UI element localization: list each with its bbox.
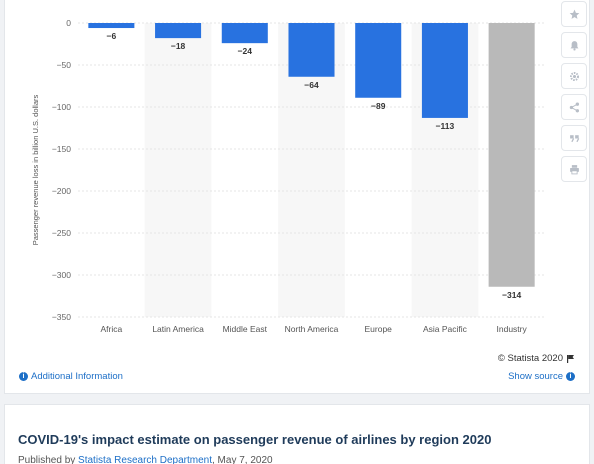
y-tick-labels: 0 −50 −100 −150 −200 −250 −300 −350 (52, 18, 71, 322)
x-tick-label: North America (285, 324, 339, 334)
bar[interactable] (488, 23, 535, 287)
info-icon: i (566, 372, 575, 381)
category-band (144, 23, 212, 317)
data-label: −113 (436, 121, 455, 131)
bar[interactable] (421, 23, 468, 118)
print-button[interactable] (561, 156, 587, 182)
author-link[interactable]: Statista Research Department (78, 455, 212, 464)
credit-text: © Statista 2020 (497, 353, 563, 364)
chart-card: 0 −50 −100 −150 −200 −250 −300 −350 Africa Latin… (4, 0, 590, 394)
data-label: −18 (171, 41, 186, 51)
data-label: −6 (107, 31, 117, 41)
x-tick-label: Africa (100, 324, 122, 334)
x-tick-label: Europe (365, 324, 393, 334)
y-tick-label: −150 (52, 144, 71, 154)
y-tick-label: −300 (52, 270, 71, 280)
bar[interactable] (221, 23, 268, 44)
y-tick-label: −100 (52, 102, 71, 112)
statistic-title: COVID-19's impact estimate on passenger … (18, 432, 492, 447)
bell-icon (570, 40, 578, 51)
share-button[interactable] (561, 94, 587, 120)
bars (88, 23, 535, 287)
data-label: −64 (304, 80, 319, 90)
share-icon (569, 102, 579, 112)
bar[interactable] (288, 23, 335, 77)
info-icon: i (19, 372, 28, 381)
published-prefix: Published by (18, 455, 76, 464)
y-tick-label: −50 (57, 60, 72, 70)
bar-chart: 0 −50 −100 −150 −200 −250 −300 −350 Africa Latin… (31, 18, 545, 334)
y-tick-label: −250 (52, 228, 71, 238)
star-icon (569, 9, 579, 19)
y-axis-label: Passenger revenue loss in billion U.S. d… (31, 95, 40, 246)
y-tick-label: 0 (66, 18, 71, 28)
y-tick-label: −350 (52, 312, 71, 322)
additional-information-label: Additional Information (31, 371, 123, 382)
bar[interactable] (88, 23, 135, 29)
published-by: Published by Statista Research Departmen… (18, 455, 273, 464)
show-source-link[interactable]: Show source i (508, 371, 575, 382)
flag-icon (567, 355, 574, 363)
bar[interactable] (355, 23, 402, 98)
data-labels: −6 −18 −24 −64 −89 −113 −314 (107, 31, 522, 300)
bar[interactable] (155, 23, 202, 39)
settings-button[interactable] (561, 63, 587, 89)
published-date: , May 7, 2020 (212, 455, 273, 464)
data-label: −24 (238, 46, 253, 56)
quote-icon (569, 134, 579, 142)
x-tick-label: Industry (497, 324, 528, 334)
data-label: −314 (502, 290, 521, 300)
x-tick-labels: Africa Latin America Middle East North Amer… (100, 324, 527, 334)
x-tick-label: Middle East (223, 324, 268, 334)
info-card (4, 404, 590, 464)
x-tick-label: Asia Pacific (423, 324, 468, 334)
print-icon (569, 164, 579, 174)
show-source-label: Show source (508, 371, 563, 382)
gear-icon (569, 71, 579, 81)
star-button[interactable] (561, 1, 587, 27)
additional-information-link[interactable]: i Additional Information (19, 371, 123, 382)
data-label: −89 (371, 101, 386, 111)
notification-button[interactable] (561, 32, 587, 58)
x-tick-label: Latin America (152, 324, 204, 334)
cite-button[interactable] (561, 125, 587, 151)
y-tick-label: −200 (52, 186, 71, 196)
statista-credit[interactable]: © Statista 2020 (498, 353, 575, 364)
